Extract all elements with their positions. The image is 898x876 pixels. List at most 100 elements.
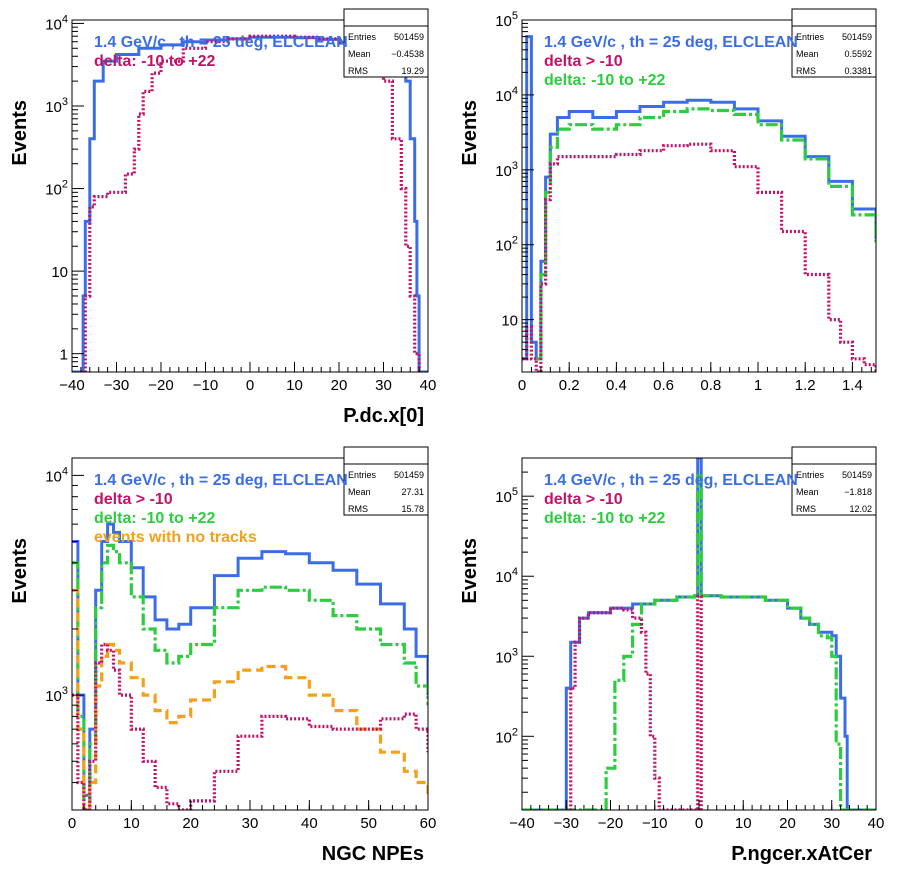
stats-label: RMS (348, 66, 368, 76)
x-tick-label: 20 (331, 377, 348, 394)
y-tick-label: 104 (45, 13, 68, 33)
x-tick-label: 40 (868, 815, 885, 832)
x-tick-label: 10 (123, 815, 140, 832)
y-tick-label: 10 (501, 313, 518, 330)
legend-entry: events with no tracks (94, 529, 257, 546)
y-axis-title: Events (459, 538, 481, 604)
y-tick-label: 103 (495, 160, 518, 180)
stats-box: Entries 501459 Mean 27.31 RMS 15.78 (343, 446, 429, 516)
x-tick-label: 0.4 (606, 377, 627, 394)
x-tick-label: 1 (754, 377, 762, 394)
x-tick-label: 30 (823, 815, 840, 832)
plot-area (522, 458, 876, 810)
x-tick-label: 40 (301, 815, 318, 832)
x-tick-label: −40 (59, 377, 84, 394)
x-axis-title: P.ngcer.xAtCer (731, 843, 872, 865)
y-tick-label: 104 (45, 465, 68, 485)
x-tick-label: −30 (104, 377, 129, 394)
x-tick-label: −10 (642, 815, 667, 832)
y-tick-label: 104 (495, 566, 518, 586)
x-tick-label: −40 (509, 815, 534, 832)
y-axis-title: Events (9, 538, 31, 604)
series-1-line (536, 107, 876, 361)
series-1-line (72, 543, 428, 810)
y-tick-label: 10 (51, 264, 68, 281)
x-tick-label: 60 (420, 815, 437, 832)
x-tick-label: −30 (554, 815, 579, 832)
x-axis-title: NGC NPEs (322, 843, 424, 865)
x-tick-label: 10 (735, 815, 752, 832)
stats-box: Entries 501459 Mean −0.4538 RMS 19.29 (343, 8, 429, 78)
x-tick-label: 0 (518, 377, 526, 394)
legend-entry: 1.4 GeV/c , th = 25 deg, ELCLEAN (94, 34, 348, 51)
x-tick-label: −20 (148, 377, 173, 394)
x-tick-label: 1.2 (795, 377, 816, 394)
panel-bottom-right: −40 −30 −20 −10 0 10 20 30 40 102 103 104 105 P.ngcer… (459, 446, 885, 865)
stats-value: 0.5592 (844, 49, 872, 59)
x-axis-title: P.dc.x[0] (343, 405, 424, 427)
series-2-line (566, 594, 703, 810)
panel-top-left: −40 −30 −20 −10 0 10 20 30 40 1 10 102 103 104 P.dc.x[… (9, 8, 437, 427)
stats-value: 19.29 (401, 66, 424, 76)
series-0-line (72, 35, 428, 372)
x-tick-label: 0 (68, 815, 76, 832)
y-axis-title: Events (9, 100, 31, 166)
plot-frame (521, 19, 877, 373)
legend-entry: delta > -10 (544, 491, 623, 508)
x-tick-label: 20 (779, 815, 796, 832)
stats-label: RMS (796, 504, 816, 514)
stats-label: Mean (348, 49, 371, 59)
panel-bottom-left: 0 10 20 30 40 50 60 103 104 NGC NPEs Events Entries… (9, 446, 437, 865)
stats-value: 501459 (394, 470, 424, 480)
stats-value: −0.4538 (391, 49, 424, 59)
panel-top-right: 0 0.2 0.4 0.6 0.8 1 1.2 1.4 10 102 103 104 105 Events… (459, 8, 877, 394)
y-tick-label: 103 (495, 646, 518, 666)
legend-entry: 1.4 GeV/c , th = 25 deg, ELCLEAN (544, 34, 798, 51)
stats-label: Entries (348, 32, 377, 42)
stats-label: Entries (348, 470, 377, 480)
y-tick-label: 102 (495, 726, 518, 746)
y-axis-title: Events (459, 100, 481, 166)
x-tick-label: 0 (246, 377, 254, 394)
stats-label: Entries (796, 470, 825, 480)
legend-entry: 1.4 GeV/c , th = 25 deg, ELCLEAN (544, 472, 798, 489)
legend-entry: delta: -10 to +22 (94, 510, 215, 527)
stats-label: Mean (348, 487, 371, 497)
legend-entry: delta: -10 to +22 (544, 510, 665, 527)
stats-label: Mean (796, 49, 819, 59)
series-3-line (72, 642, 428, 810)
x-tick-label: 40 (420, 377, 437, 394)
x-tick-label: 0.8 (700, 377, 721, 394)
y-tick-label: 1 (60, 347, 68, 364)
x-tick-label: 20 (182, 815, 199, 832)
x-tick-label: 30 (242, 815, 259, 832)
y-tick-label: 102 (45, 179, 68, 199)
x-tick-label: 30 (375, 377, 392, 394)
stats-value: 0.3381 (844, 66, 872, 76)
x-tick-label: 0 (695, 815, 703, 832)
plot-area (522, 35, 876, 372)
x-tick-label: 0.6 (653, 377, 674, 394)
stats-value: 27.31 (401, 487, 424, 497)
stats-box: Entries 501459 Mean −1.818 RMS 12.02 (791, 446, 877, 516)
x-tick-label: 50 (360, 815, 377, 832)
plot-area (72, 522, 428, 810)
x-tick-label: −10 (193, 377, 218, 394)
y-tick-label: 103 (45, 96, 68, 116)
series-1-line (80, 34, 421, 372)
legend-entry: delta: -10 to +22 (544, 72, 665, 89)
stats-value: 501459 (842, 470, 872, 480)
y-tick-label: 103 (45, 685, 68, 705)
y-tick-label: 104 (495, 85, 518, 105)
stats-value: 501459 (842, 32, 872, 42)
y-tick-label: 105 (495, 10, 518, 30)
series-2-line (522, 142, 876, 372)
stats-value: 12.02 (849, 504, 872, 514)
legend-entry: 1.4 GeV/c , th = 25 deg, ELCLEAN (94, 472, 348, 489)
stats-label: RMS (348, 504, 368, 514)
stats-value: 15.78 (401, 504, 424, 514)
x-tick-label: 10 (286, 377, 303, 394)
legend-entry: delta > -10 (544, 53, 623, 70)
stats-value: −1.818 (844, 487, 872, 497)
